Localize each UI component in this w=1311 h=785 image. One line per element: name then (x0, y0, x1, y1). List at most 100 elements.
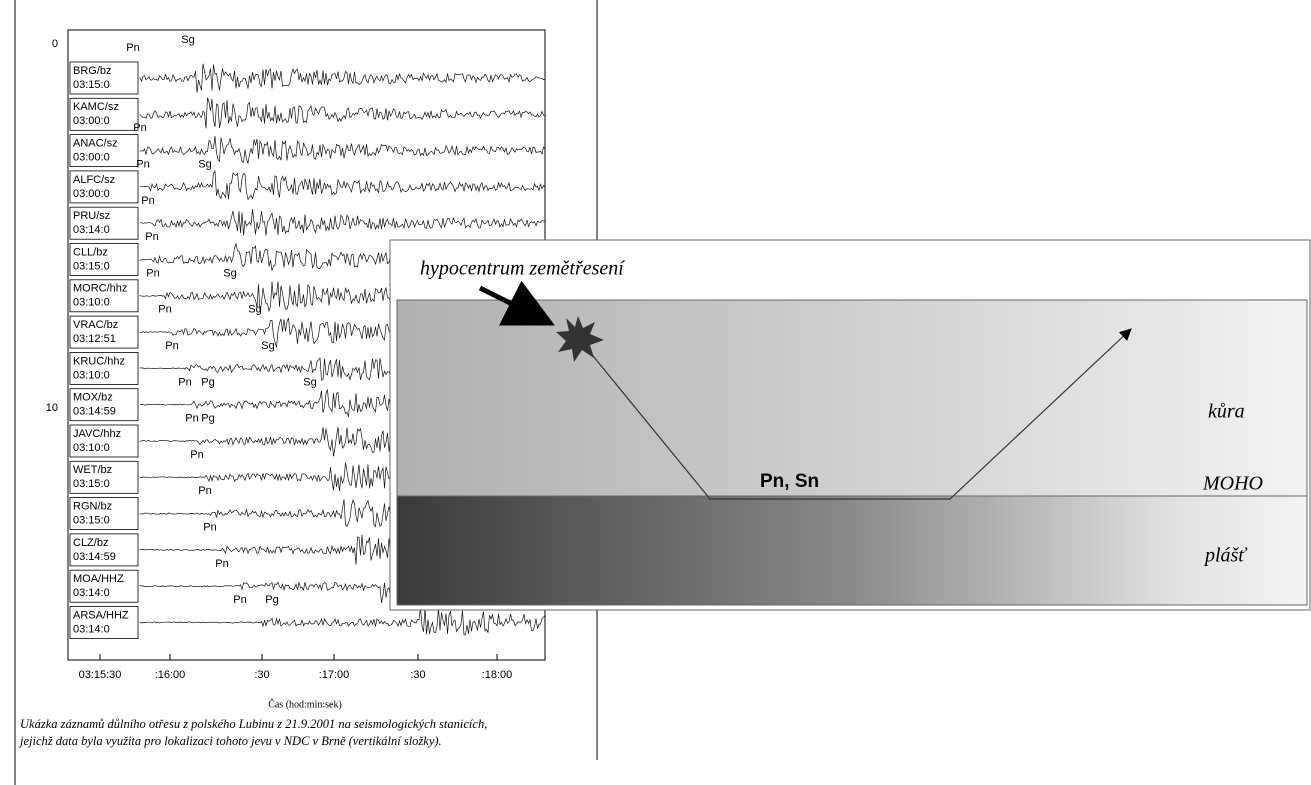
station-time: 03:15:0 (73, 515, 110, 527)
station-box (69, 170, 139, 204)
arrow (478, 280, 555, 326)
station-time: 03:12:51 (73, 333, 116, 345)
station-time: 03:14:0 (73, 224, 110, 236)
labels: BRG/bz 03:15:0 Pn Sg KAMC/sz 03:00:0 Pn ANAC/sz… (69, 34, 513, 681)
phase-label: Pn (190, 449, 203, 461)
phase-label: Pn (126, 42, 139, 54)
crust-label: kůra (1208, 401, 1245, 423)
station-box (69, 606, 139, 639)
waveform (139, 63, 546, 93)
station-name: MOA/HHZ (73, 573, 124, 585)
x-tick-label: :30 (410, 669, 425, 681)
station-box (69, 424, 139, 458)
phase-label: Pg (201, 413, 214, 425)
station-time: 03:10:0 (73, 369, 110, 381)
phase-label: Pn (136, 159, 149, 171)
station-name: CLZ/bz (73, 537, 108, 549)
station-name: CLL/bz (73, 246, 108, 258)
phase-label: Pn (198, 485, 211, 497)
x-tick-label: :18:00 (482, 669, 513, 681)
station-box (69, 351, 139, 385)
station-name: BRG/bz (73, 65, 112, 77)
crust (396, 299, 1308, 497)
station-time: 03:14:59 (73, 551, 116, 563)
hypocenter (556, 316, 604, 362)
station-time: 03:15:0 (73, 478, 110, 490)
phase-label: Sg (223, 267, 236, 279)
station-time: 03:14:59 (73, 406, 116, 418)
station-box (69, 61, 139, 95)
phase-label: Sg (181, 34, 194, 46)
x-label: Čas (hod:min:sek) (268, 698, 342, 710)
phase-label: Pn (158, 304, 171, 316)
phase-label: Pg (201, 376, 214, 388)
station-name: VRAC/bz (73, 319, 118, 331)
x-tick-label: :16:00 (155, 669, 186, 681)
ray-label: Pn, Sn (760, 471, 819, 492)
phase-label: Pn (185, 413, 198, 425)
phase-label: Pn (165, 340, 178, 352)
station-time: 03:14:0 (73, 587, 110, 599)
station-name: ANAC/sz (73, 138, 118, 150)
station-name: ALFC/sz (73, 174, 115, 186)
station-box (69, 460, 139, 494)
station-box (69, 206, 139, 240)
phase-label: Pn (233, 594, 246, 606)
station-name: PRU/sz (73, 210, 110, 222)
station-box (69, 388, 139, 422)
station-name: JAVC/hhz (73, 428, 121, 440)
station-time: 03:00:0 (73, 188, 110, 200)
x-tick-label: :30 (254, 669, 269, 681)
caption: Ukázka záznamů důlního otřesu z polského… (20, 717, 487, 731)
station-name: MOX/bz (73, 392, 113, 404)
phase-label: Pn (146, 267, 159, 279)
mantle-label: plášť (1203, 545, 1247, 567)
station-box (69, 243, 139, 276)
station-box (69, 279, 139, 313)
station-name: WET/bz (73, 464, 112, 476)
phase-label: Pn (141, 195, 154, 207)
y-label: 0 (52, 38, 58, 50)
station-box (69, 97, 139, 131)
phase-label: Sg (198, 159, 211, 171)
phase-label: Pn (215, 558, 228, 570)
station-name: KAMC/sz (73, 101, 119, 113)
station-box (69, 315, 139, 349)
station-box (69, 134, 139, 168)
station-name: RGN/bz (73, 501, 112, 513)
station-time: 03:15:0 (73, 79, 110, 91)
phase-label: Pn (178, 376, 191, 388)
phase-label: Pg (265, 594, 278, 606)
station-box (69, 497, 139, 531)
station-time: 03:00:0 (73, 152, 110, 164)
station-time: 03:15:0 (73, 260, 110, 272)
x-tick-label: 03:15:30 (79, 669, 122, 681)
station-name: ARSA/HHZ (73, 609, 129, 621)
station-time: 03:00:0 (73, 115, 110, 127)
y-label: 10 (46, 402, 58, 414)
moho-label: MOHO (1202, 473, 1263, 495)
x-tick-label: :17:00 (319, 669, 350, 681)
phase-label: Sg (248, 304, 261, 316)
station-box (69, 569, 139, 603)
waveform (139, 209, 546, 236)
waveform (139, 607, 546, 636)
station-time: 03:10:0 (73, 297, 110, 309)
phase-label: Pn (145, 231, 158, 243)
phase-label: Sg (261, 340, 274, 352)
title: hypocentrum zemětřesení (420, 258, 626, 280)
station-box (69, 533, 139, 567)
caption: jejichž data byla využita pro lokalizaci… (18, 734, 442, 748)
phase-label: Pn (203, 522, 216, 534)
station-time: 03:14:0 (73, 623, 110, 635)
phase-label: Sg (303, 376, 316, 388)
waveform (139, 135, 546, 165)
waveform (139, 97, 546, 129)
ray (579, 328, 1132, 500)
station-name: KRUC/hhz (73, 355, 125, 367)
phase-label: Pn (133, 122, 146, 134)
mantle (396, 495, 1308, 606)
station-name: MORC/hhz (73, 283, 127, 295)
diagram: hypocentrum zemětřesení Pn, Sn kůra MOHO… (389, 239, 1311, 611)
